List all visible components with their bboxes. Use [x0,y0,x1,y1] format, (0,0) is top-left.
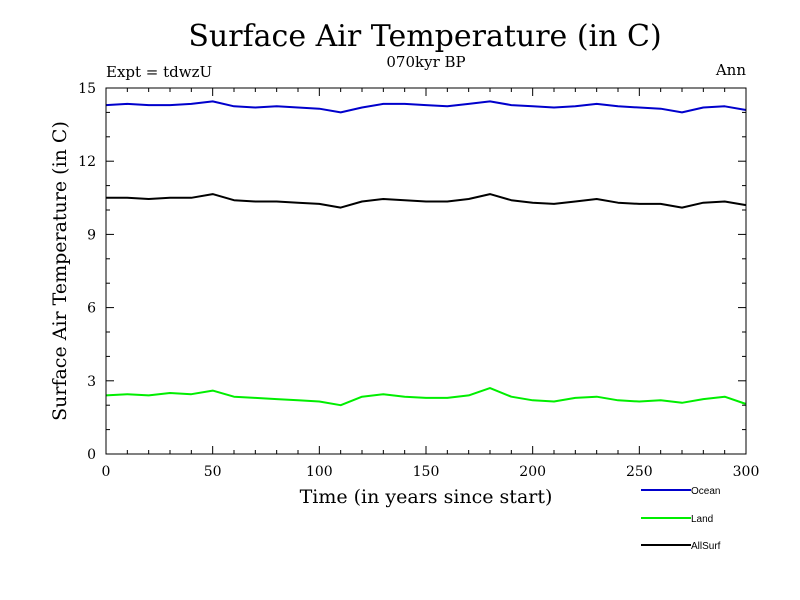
legend-label-ocean: Ocean [691,486,720,497]
y-tick-label: 12 [78,154,96,170]
series-line-land [105,387,747,407]
y-tick-label: 15 [78,81,96,97]
experiment-label: Expt = tdwzU [106,63,212,81]
x-tick-label: 250 [626,464,653,480]
y-tick-label: 0 [87,447,96,463]
legend: Ocean Land AllSurf [641,486,721,552]
x-axis-label: Time (in years since start) [300,486,553,508]
legend-label-allsurf: AllSurf [691,541,721,552]
x-tick-label: 50 [204,464,222,480]
x-tick-label: 200 [519,464,546,480]
series-line-allsurf [106,193,747,209]
legend-label-land: Land [691,514,713,525]
x-tick-label: 0 [102,464,111,480]
chart-subtitle: 070kyr BP [386,53,465,71]
x-tick-label: 300 [733,464,760,480]
x-tick-labels: 0 50 100 150 200 250 300 [102,464,760,480]
chart-title: Surface Air Temperature (in C) [188,19,661,54]
y-tick-labels: 0 3 6 9 12 15 [78,81,96,463]
series-lines [105,100,747,407]
season-label: Ann [715,61,746,79]
y-axis-label: Surface Air Temperature (in C) [49,121,71,421]
plot-frame [105,87,747,455]
y-tick-label: 3 [87,374,96,390]
axis-ticks [105,87,747,455]
y-tick-label: 6 [87,301,96,317]
series-line-ocean [105,100,747,114]
y-tick-label: 9 [87,227,96,243]
x-tick-label: 100 [306,464,333,480]
x-tick-label: 150 [413,464,440,480]
